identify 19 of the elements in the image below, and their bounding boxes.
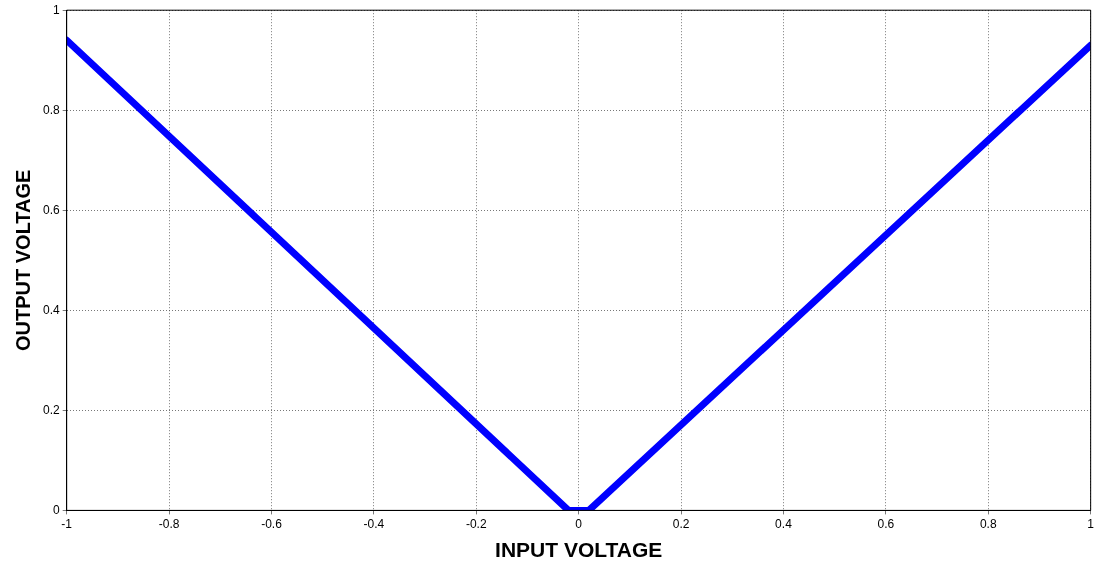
x-tick-label: 0.2 bbox=[672, 516, 690, 531]
y-axis-title: OUTPUT VOLTAGE bbox=[11, 169, 34, 352]
y-tick-label: 1 bbox=[52, 2, 60, 17]
y-tick-label: 0.6 bbox=[42, 202, 60, 217]
x-tick-label: -0.2 bbox=[465, 516, 487, 531]
y-tick-label: 0 bbox=[52, 502, 60, 517]
x-tick-label: -0.6 bbox=[261, 516, 283, 531]
y-tick-label: 0.8 bbox=[42, 102, 60, 117]
x-tick-label: 0.8 bbox=[979, 516, 997, 531]
x-axis-title: INPUT VOLTAGE bbox=[495, 538, 663, 562]
x-tick-label: 0.6 bbox=[877, 516, 895, 531]
x-tick-label: -0.4 bbox=[363, 516, 385, 531]
y-tick-label: 0.2 bbox=[42, 402, 60, 417]
x-tick-label: 0.4 bbox=[775, 516, 793, 531]
x-tick-label: -0.8 bbox=[158, 516, 180, 531]
x-tick-label: -1 bbox=[61, 516, 73, 531]
x-tick-label: 1 bbox=[1087, 516, 1095, 531]
x-tick-label: 0 bbox=[575, 516, 583, 531]
y-tick-label: 0.4 bbox=[42, 302, 60, 317]
